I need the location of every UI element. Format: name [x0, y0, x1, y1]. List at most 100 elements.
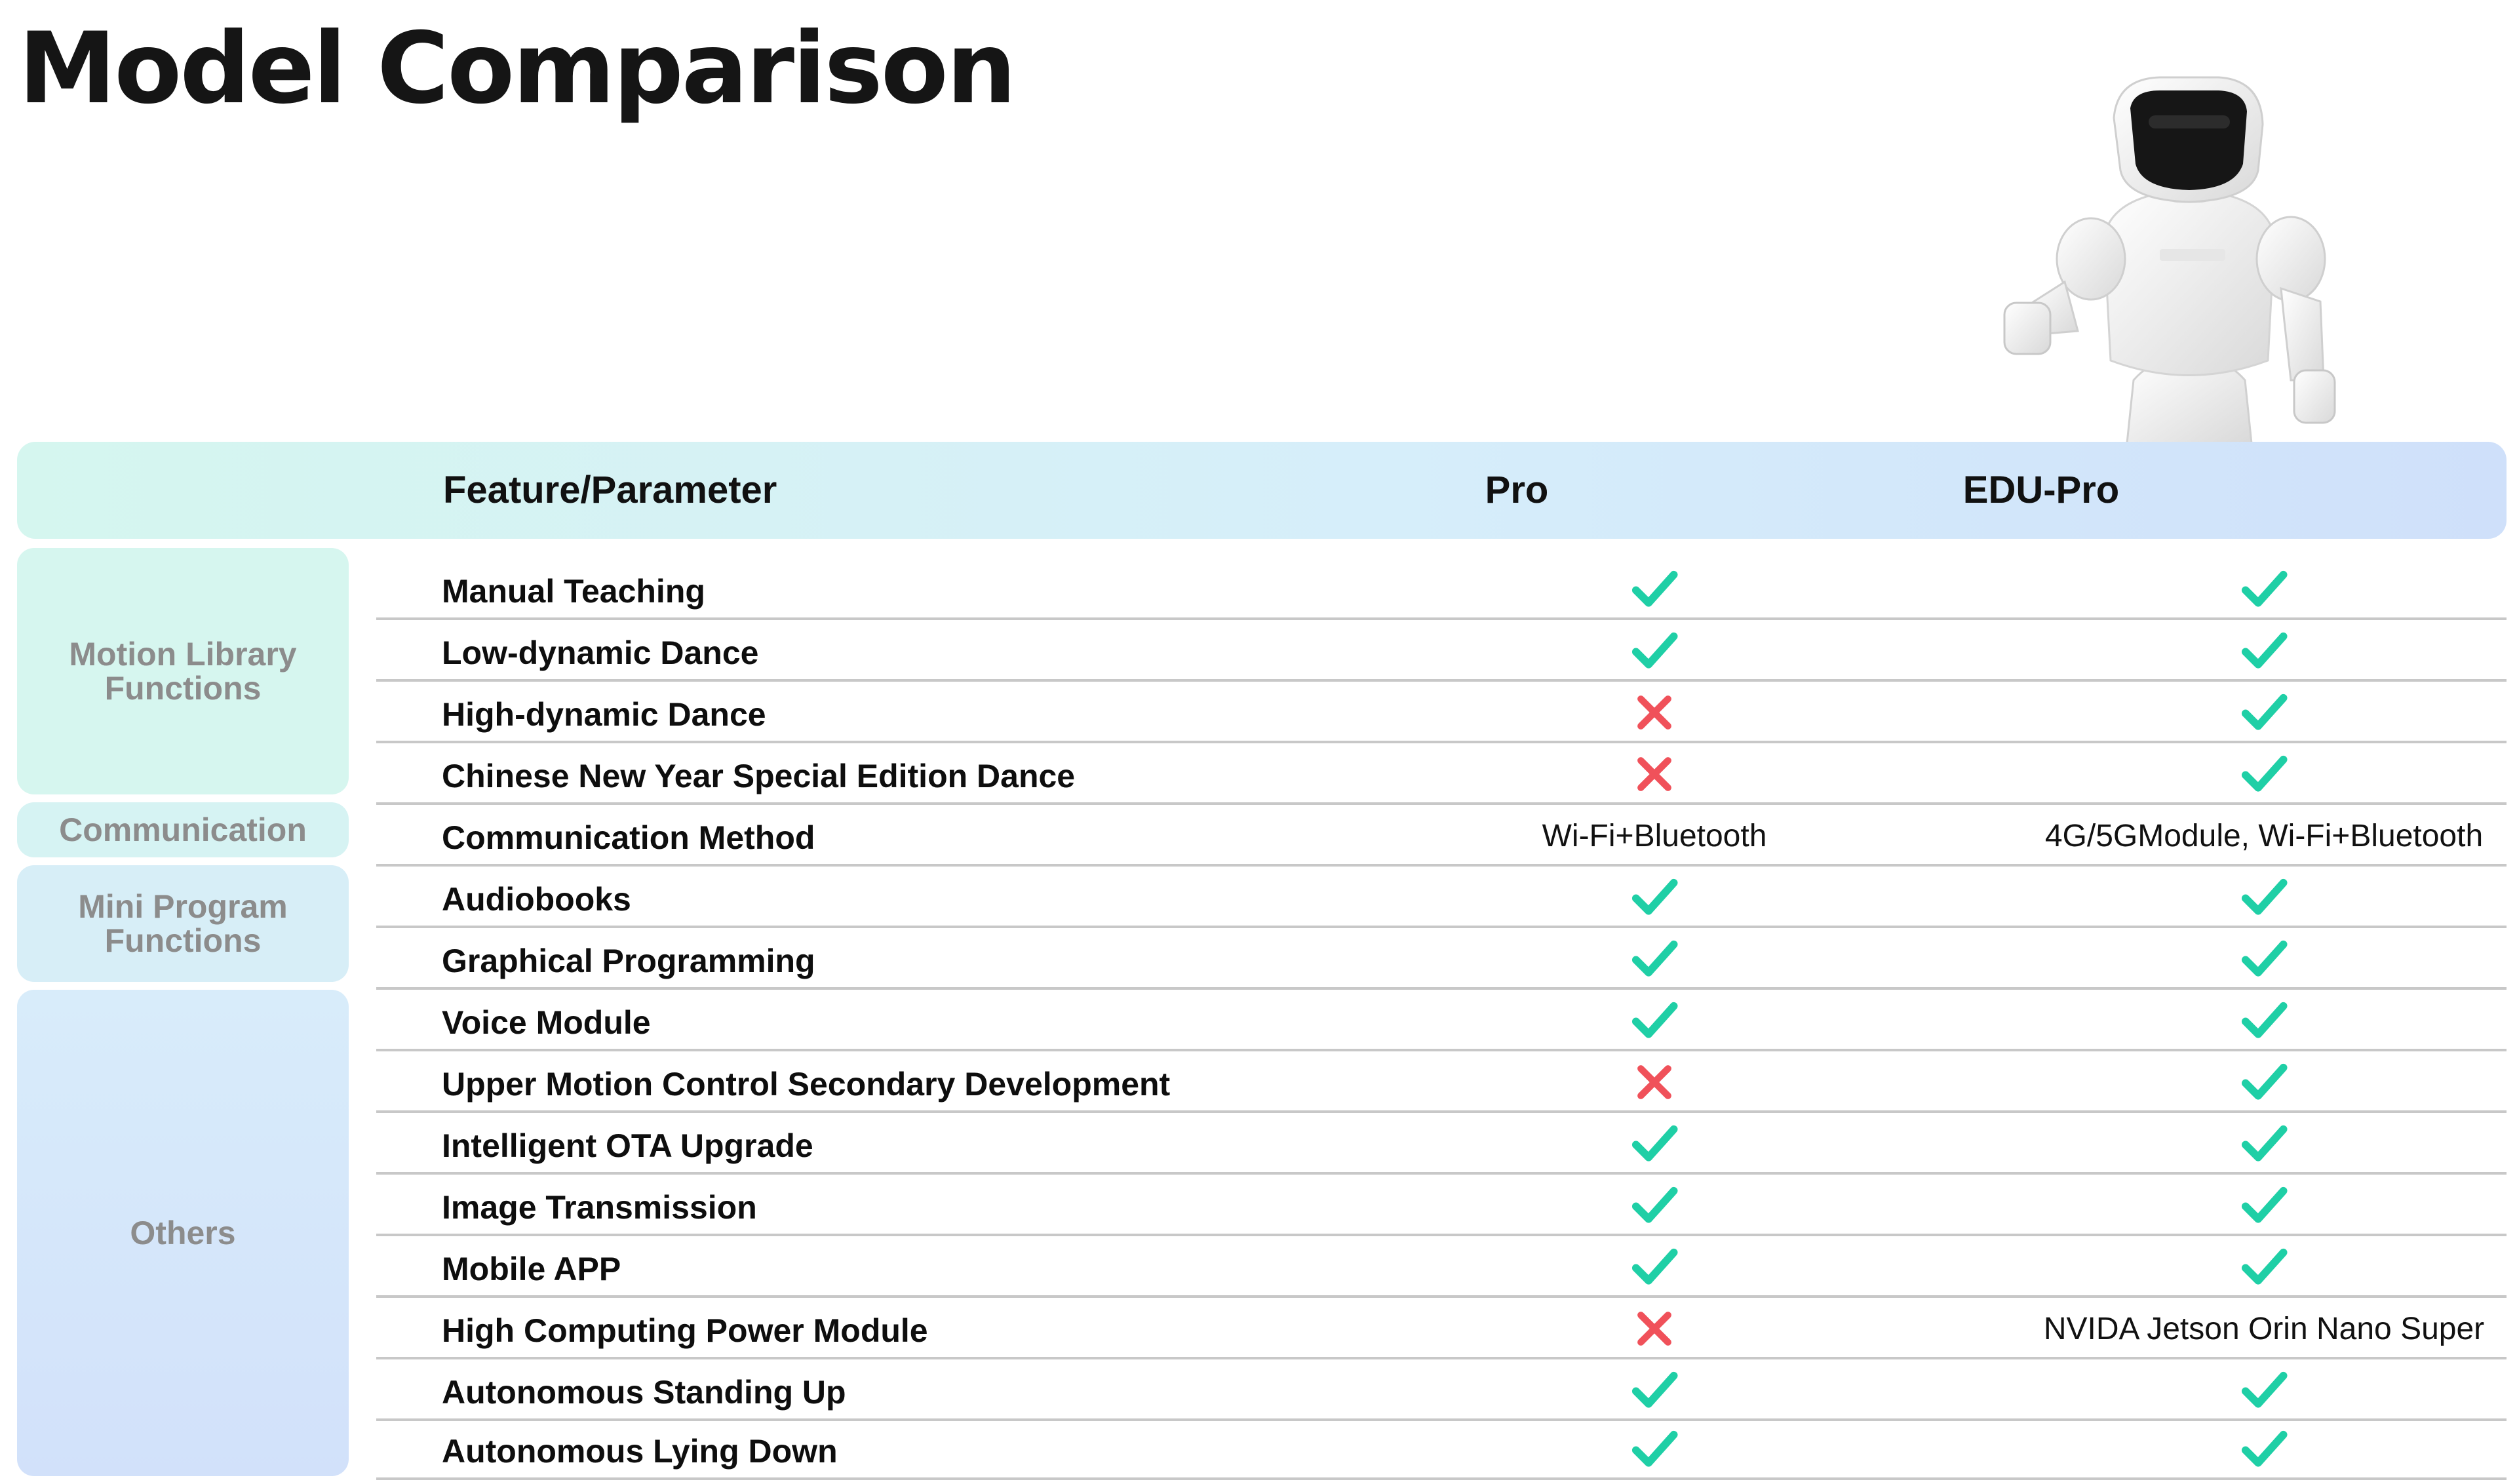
pro-value	[1517, 743, 1792, 805]
edu-pro-value	[1976, 1359, 2517, 1421]
header-edu-pro: EDU-Pro	[1962, 469, 2120, 511]
check-icon	[1631, 1430, 1678, 1467]
pro-value: Wi-Fi+Bluetooth	[1517, 805, 1792, 867]
value-text: Wi-Fi+Bluetooth	[1542, 818, 1767, 853]
edu-pro-value	[1976, 1236, 2517, 1298]
category-mini-program: Mini Program Functions	[17, 865, 349, 982]
pro-value	[1517, 558, 1792, 620]
row-divider	[376, 864, 2507, 867]
edu-pro-value	[1976, 743, 2517, 805]
table-header	[17, 442, 2507, 539]
table-row: Autonomous Lying Down	[376, 1418, 2507, 1480]
feature-label: Autonomous Standing Up	[442, 1374, 846, 1411]
row-divider	[376, 1295, 2507, 1298]
pro-value	[1517, 1051, 1792, 1113]
check-icon	[2241, 1430, 2288, 1467]
check-icon	[2241, 1125, 2288, 1162]
feature-label: Audiobooks	[442, 881, 631, 918]
humanoid-robot-icon	[2003, 76, 2336, 443]
table-row: Upper Motion Control Secondary Developme…	[376, 1051, 2507, 1113]
row-divider	[376, 1418, 2507, 1421]
check-icon	[2241, 1002, 2288, 1038]
table-row: Voice Module	[376, 990, 2507, 1051]
value-text: 4G/5GModule, Wi-Fi+Bluetooth	[2044, 818, 2484, 853]
check-icon	[1631, 570, 1678, 607]
edu-pro-value	[1976, 928, 2517, 990]
feature-label: Communication Method	[442, 819, 815, 856]
row-divider	[376, 741, 2507, 743]
feature-label: Mobile APP	[442, 1251, 621, 1287]
row-divider	[376, 617, 2507, 620]
pro-value	[1517, 1298, 1792, 1359]
check-icon	[2241, 1186, 2288, 1223]
check-icon	[1631, 940, 1678, 977]
pro-value	[1517, 1418, 1792, 1480]
header-feature: Feature/Parameter	[443, 469, 777, 511]
check-icon	[2241, 1248, 2288, 1285]
check-icon	[2241, 570, 2288, 607]
category-label: Others	[130, 1214, 236, 1251]
cross-icon	[1637, 1065, 1671, 1099]
check-icon	[1631, 1002, 1678, 1038]
page-title: Model Comparison	[18, 12, 1017, 126]
edu-pro-value	[1976, 1113, 2517, 1175]
table-row: Manual Teaching	[376, 558, 2507, 620]
edu-pro-value	[1976, 620, 2517, 682]
check-icon	[2241, 940, 2288, 977]
check-icon	[2241, 693, 2288, 730]
table-row: Chinese New Year Special Edition Dance	[376, 743, 2507, 805]
header-pro: Pro	[1485, 469, 1549, 511]
row-divider	[376, 679, 2507, 682]
feature-label: Upper Motion Control Secondary Developme…	[442, 1066, 1171, 1103]
check-icon	[1631, 1125, 1678, 1162]
row-divider	[376, 1172, 2507, 1175]
feature-label: High-dynamic Dance	[442, 696, 766, 733]
feature-label: Chinese New Year Special Edition Dance	[442, 758, 1076, 794]
pro-value	[1517, 682, 1792, 743]
edu-pro-value	[1976, 558, 2517, 620]
check-icon	[1631, 1371, 1678, 1408]
row-divider	[376, 1357, 2507, 1359]
pro-value	[1517, 1236, 1792, 1298]
row-divider	[376, 987, 2507, 990]
table-row: Low-dynamic Dance	[376, 620, 2507, 682]
table-row: Intelligent OTA Upgrade	[376, 1113, 2507, 1175]
pro-value	[1517, 620, 1792, 682]
edu-pro-value	[1976, 1051, 2517, 1113]
pro-value	[1517, 1359, 1792, 1421]
feature-label: Intelligent OTA Upgrade	[442, 1127, 813, 1164]
row-divider	[376, 1049, 2507, 1051]
edu-pro-value: NVIDA Jetson Orin Nano Super	[1976, 1298, 2517, 1359]
row-divider	[376, 802, 2507, 805]
edu-pro-value	[1976, 990, 2517, 1051]
feature-label: Manual Teaching	[442, 573, 705, 610]
feature-label: Graphical Programming	[442, 943, 815, 979]
edu-pro-value	[1976, 1418, 2517, 1480]
feature-label: Voice Module	[442, 1004, 651, 1041]
check-icon	[1631, 632, 1678, 669]
table-row: Audiobooks	[376, 867, 2507, 928]
check-icon	[2241, 1371, 2288, 1408]
check-icon	[2241, 632, 2288, 669]
table-row: Image Transmission	[376, 1175, 2507, 1236]
check-icon	[2241, 755, 2288, 792]
category-label: Communication	[59, 811, 307, 848]
edu-pro-value: 4G/5GModule, Wi-Fi+Bluetooth	[1976, 805, 2517, 867]
feature-label: Low-dynamic Dance	[442, 635, 759, 671]
pro-value	[1517, 928, 1792, 990]
row-divider	[376, 926, 2507, 928]
table-row: Autonomous Standing Up	[376, 1359, 2507, 1421]
edu-pro-value	[1976, 682, 2517, 743]
value-text: NVIDA Jetson Orin Nano Super	[2043, 1311, 2485, 1346]
category-label: Motion Library Functions	[69, 635, 297, 707]
check-icon	[1631, 1186, 1678, 1223]
category-motion-library: Motion Library Functions	[17, 548, 349, 794]
pro-value	[1517, 1113, 1792, 1175]
cross-icon	[1637, 757, 1671, 791]
row-divider	[376, 1477, 2507, 1480]
pro-value	[1517, 1175, 1792, 1236]
check-icon	[2241, 1063, 2288, 1100]
category-communication: Communication	[17, 802, 349, 857]
row-divider	[376, 1110, 2507, 1113]
table-row: High-dynamic Dance	[376, 682, 2507, 743]
